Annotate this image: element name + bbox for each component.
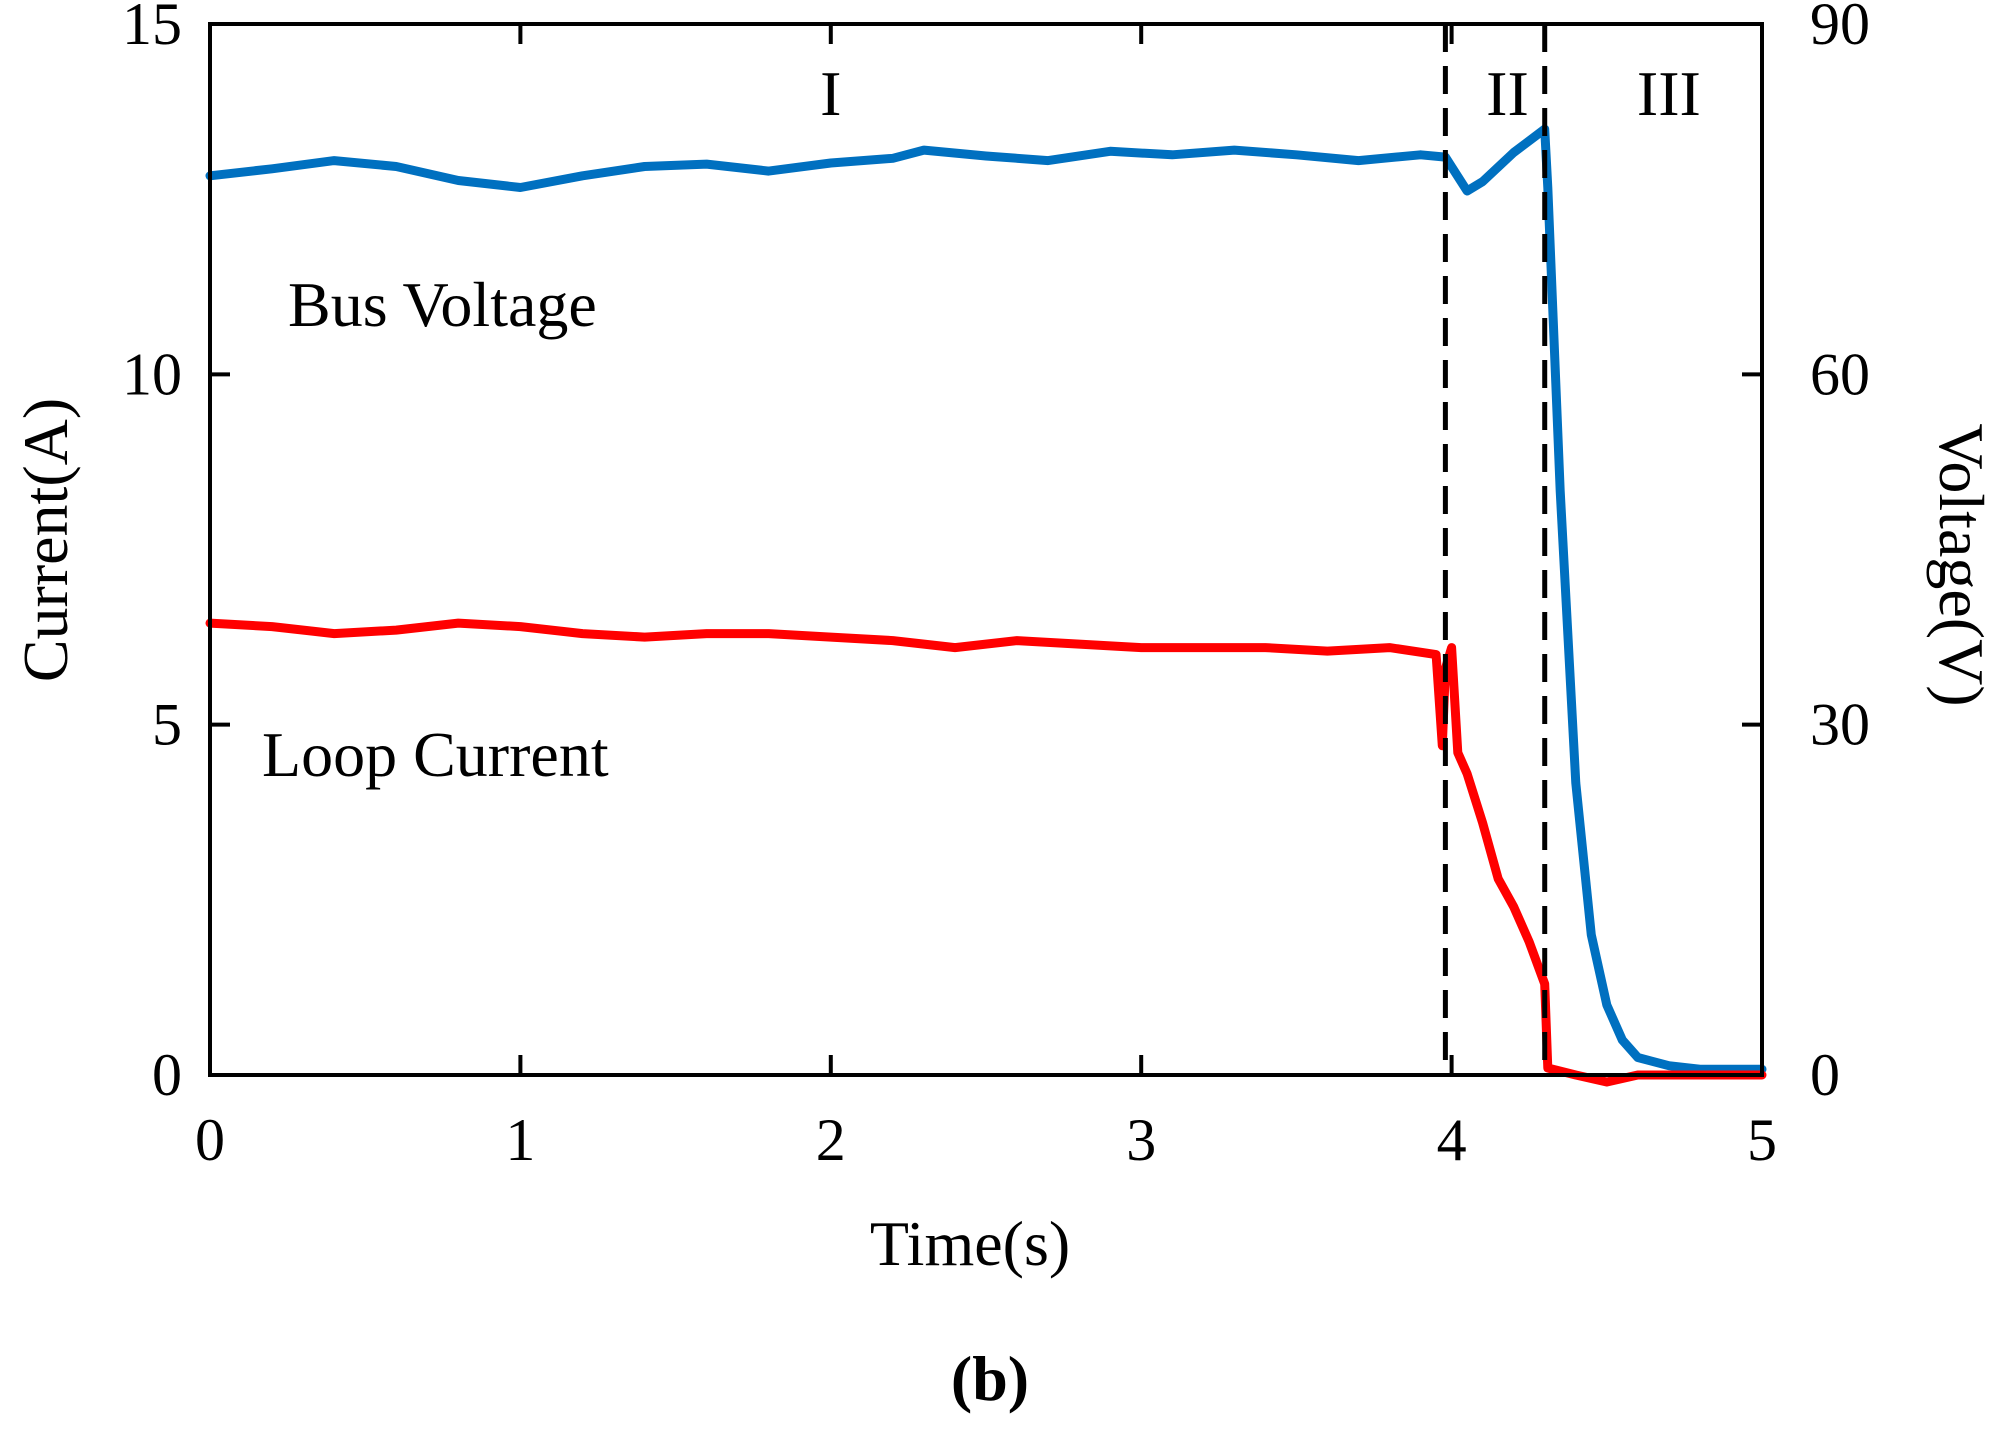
plot-background: [210, 24, 1762, 1075]
y-tick-label-left: 15: [122, 0, 182, 57]
region-label-1: I: [820, 58, 841, 129]
y-tick-label-right: 90: [1810, 0, 1870, 57]
y-tick-label-left: 10: [122, 341, 182, 407]
text-layer: Time(s) Current(A) Voltage(V) Bus Voltag…: [10, 269, 1997, 1414]
y-tick-label-left: 0: [152, 1042, 182, 1108]
panel-label: (b): [951, 1343, 1029, 1414]
x-tick-label: 3: [1126, 1107, 1156, 1173]
region-label-3: III: [1637, 58, 1701, 129]
y-axis-title-left: Current(A): [10, 398, 81, 682]
loop-current-annotation: Loop Current: [262, 719, 609, 790]
y-axis-title-right: Voltage(V): [1926, 423, 1997, 706]
x-tick-label: 2: [816, 1107, 846, 1173]
series-layer: [205, 124, 1767, 1087]
x-tick-label: 5: [1747, 1107, 1777, 1173]
y-tick-label-right: 60: [1810, 341, 1870, 407]
region-label-2: II: [1486, 58, 1529, 129]
bus-voltage-annotation: Bus Voltage: [288, 269, 597, 340]
x-axis-title: Time(s): [870, 1208, 1070, 1279]
loop-current-series: [205, 618, 1767, 1087]
x-tick-label: 1: [505, 1107, 535, 1173]
divider-layer: [1442, 24, 1548, 1075]
y-tick-label-right: 30: [1810, 692, 1870, 758]
plot-area: [210, 24, 1762, 1075]
y-tick-label-right: 0: [1810, 1042, 1840, 1108]
bus-voltage-series: [205, 124, 1767, 1074]
x-tick-label: 0: [195, 1107, 225, 1173]
axes-frame: [208, 22, 1764, 1077]
y-tick-label-left: 5: [152, 692, 182, 758]
x-tick-label: 4: [1437, 1107, 1467, 1173]
